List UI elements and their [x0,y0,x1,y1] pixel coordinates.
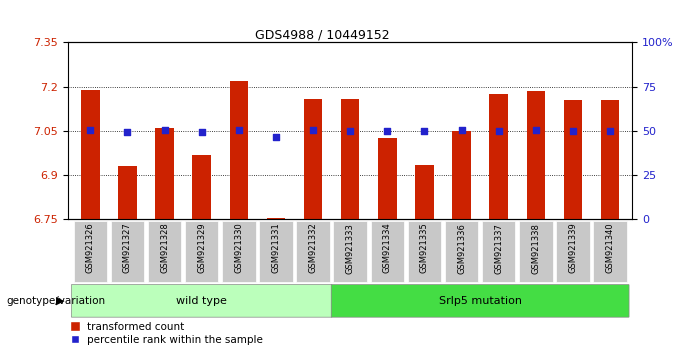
Bar [490,94,508,219]
Text: GSM921340: GSM921340 [606,223,615,273]
Point [568,128,579,134]
Bar [81,90,99,219]
Text: GSM921328: GSM921328 [160,223,169,273]
Text: wild type: wild type [176,296,227,306]
Point [159,127,170,132]
Bar [230,81,248,219]
Bar [341,98,360,219]
Point [382,128,393,134]
Text: ▶: ▶ [56,296,65,306]
Bar [267,218,285,219]
FancyBboxPatch shape [445,221,478,282]
Text: GSM921329: GSM921329 [197,223,206,273]
Bar [118,166,137,219]
Bar [452,131,471,219]
Bar [415,165,434,219]
FancyBboxPatch shape [259,221,292,282]
Text: GSM921330: GSM921330 [235,223,243,273]
FancyBboxPatch shape [333,221,367,282]
Text: GSM921339: GSM921339 [568,223,577,273]
FancyBboxPatch shape [556,221,590,282]
FancyBboxPatch shape [71,285,332,317]
Point [530,127,541,132]
FancyBboxPatch shape [482,221,515,282]
Text: genotype/variation: genotype/variation [7,296,106,306]
Point [122,130,133,135]
Text: GSM921337: GSM921337 [494,223,503,274]
Text: GSM921334: GSM921334 [383,223,392,273]
Text: GSM921326: GSM921326 [86,223,95,273]
Point [85,127,96,132]
Text: GSM921332: GSM921332 [309,223,318,273]
Bar [378,138,396,219]
FancyBboxPatch shape [185,221,218,282]
FancyBboxPatch shape [296,221,330,282]
Text: GSM921327: GSM921327 [123,223,132,273]
FancyBboxPatch shape [331,285,629,317]
Point [605,128,615,134]
Point [419,128,430,134]
Point [233,127,244,132]
FancyBboxPatch shape [594,221,627,282]
Bar [526,91,545,219]
FancyBboxPatch shape [111,221,144,282]
Point [197,130,207,135]
FancyBboxPatch shape [519,221,553,282]
Bar [564,100,582,219]
Bar [192,155,211,219]
Point [271,134,282,140]
Point [307,127,318,132]
Text: GSM921331: GSM921331 [271,223,280,273]
FancyBboxPatch shape [222,221,256,282]
Text: Srlp5 mutation: Srlp5 mutation [439,296,522,306]
Bar [304,98,322,219]
Text: GSM921336: GSM921336 [457,223,466,274]
Legend: transformed count, percentile rank within the sample: transformed count, percentile rank withi… [67,317,267,349]
Text: GSM921335: GSM921335 [420,223,429,273]
Bar [601,100,619,219]
Text: GSM921338: GSM921338 [531,223,541,274]
FancyBboxPatch shape [371,221,404,282]
Point [493,128,504,134]
FancyBboxPatch shape [408,221,441,282]
Point [456,127,467,132]
Point [345,128,356,134]
FancyBboxPatch shape [73,221,107,282]
Bar [155,128,174,219]
Text: GSM921333: GSM921333 [345,223,355,274]
Title: GDS4988 / 10449152: GDS4988 / 10449152 [255,28,389,41]
FancyBboxPatch shape [148,221,182,282]
